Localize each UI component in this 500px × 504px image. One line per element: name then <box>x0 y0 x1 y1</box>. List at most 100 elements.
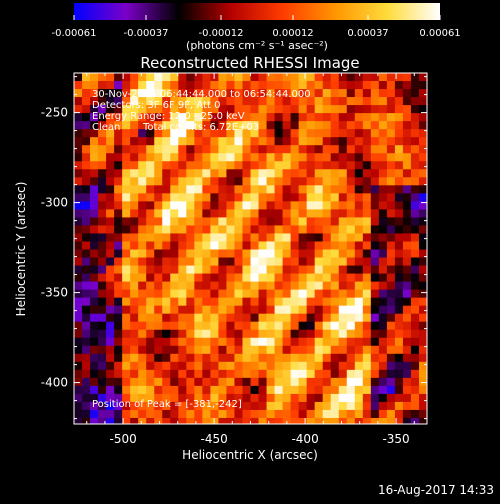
heatmap-cell <box>106 249 115 259</box>
heatmap-cell <box>290 121 300 130</box>
heatmap-cell <box>290 137 300 146</box>
heatmap-cell <box>386 385 396 395</box>
y-axis-label: Heliocentric Y (arcsec) <box>14 182 28 317</box>
heatmap-cell <box>378 249 388 259</box>
heatmap-cell <box>178 417 187 424</box>
x-axis-label: Heliocentric X (arcsec) <box>182 448 318 462</box>
heatmap-cell <box>186 169 195 178</box>
heatmap-cell <box>346 129 356 138</box>
heatmap-cell <box>346 169 356 178</box>
heatmap-cell <box>194 137 203 146</box>
heatmap-cell <box>154 337 163 347</box>
heatmap-cell <box>146 337 155 347</box>
heatmap-cell <box>162 321 171 331</box>
heatmap-cell <box>234 161 244 170</box>
heatmap-cell <box>122 169 131 178</box>
heatmap-cell <box>354 297 364 307</box>
heatmap-cell <box>402 369 412 379</box>
heatmap-cell <box>274 273 284 283</box>
heatmap-cell <box>306 73 316 82</box>
heatmap-cell <box>274 393 284 403</box>
heatmap-cell <box>146 305 155 315</box>
heatmap-cell <box>362 89 372 98</box>
heatmap-cell <box>234 249 244 259</box>
heatmap-cell <box>250 305 260 315</box>
heatmap-cell <box>274 225 284 235</box>
heatmap-cell <box>138 337 147 347</box>
heatmap-cell <box>146 273 155 283</box>
heatmap-cell <box>202 137 211 146</box>
heatmap-cell <box>378 385 388 395</box>
heatmap-cell <box>290 257 300 267</box>
heatmap-cell <box>162 377 171 387</box>
heatmap-cell <box>362 377 372 387</box>
heatmap-cell <box>370 369 380 379</box>
heatmap-cell <box>346 153 356 162</box>
heatmap-cell <box>370 377 380 387</box>
heatmap-cell <box>122 201 131 210</box>
heatmap-cell <box>82 385 91 395</box>
heatmap-cell <box>202 129 211 138</box>
heatmap-cell <box>138 273 147 283</box>
heatmap-cell <box>90 193 99 202</box>
heatmap-cell <box>306 393 316 403</box>
heatmap-cell <box>170 241 179 251</box>
heatmap-cell <box>226 297 236 307</box>
heatmap-cell <box>178 377 187 387</box>
heatmap-cell <box>266 145 276 154</box>
heatmap-cell <box>178 89 187 98</box>
heatmap-cell <box>202 97 211 106</box>
heatmap-cell <box>194 121 203 130</box>
heatmap-cell <box>314 273 324 283</box>
heatmap-cell <box>370 233 380 243</box>
heatmap-cell <box>90 401 99 411</box>
heatmap-cell <box>146 169 155 178</box>
heatmap-cell <box>330 289 340 299</box>
heatmap-cell <box>290 177 300 186</box>
heatmap-cell <box>226 409 236 419</box>
heatmap-cell <box>330 337 340 347</box>
heatmap-cell <box>210 137 220 146</box>
heatmap-cell <box>418 393 427 403</box>
heatmap-cell <box>210 177 220 186</box>
heatmap-cell <box>354 233 364 243</box>
heatmap-cell <box>314 121 324 130</box>
heatmap-cell <box>162 417 171 424</box>
heatmap-cell <box>170 401 179 411</box>
heatmap-cell <box>282 177 292 186</box>
heatmap-cell <box>90 393 99 403</box>
heatmap-cell <box>146 217 155 227</box>
heatmap-cell <box>234 225 244 235</box>
heatmap-cell <box>322 153 332 162</box>
heatmap-cell <box>202 273 211 283</box>
heatmap-cell <box>282 297 292 307</box>
heatmap-cell <box>322 105 332 114</box>
heatmap-cell <box>274 233 284 243</box>
heatmap-cell <box>170 233 179 243</box>
heatmap-cell <box>290 113 300 122</box>
heatmap-cell <box>378 241 388 251</box>
heatmap-cell <box>394 97 404 106</box>
heatmap-cell <box>282 273 292 283</box>
heatmap-cell <box>250 393 260 403</box>
heatmap-cell <box>130 265 139 275</box>
heatmap-cell <box>210 129 220 138</box>
heatmap-cell <box>386 97 396 106</box>
heatmap-cell <box>234 201 244 210</box>
heatmap-cell <box>330 385 340 395</box>
heatmap-cell <box>170 89 179 98</box>
heatmap-cell <box>362 177 372 186</box>
heatmap-cell <box>282 369 292 379</box>
heatmap-cell <box>202 305 211 315</box>
heatmap-cell <box>418 121 427 130</box>
heatmap-cell <box>370 161 380 170</box>
heatmap-cell <box>330 305 340 315</box>
heatmap-cell <box>386 361 396 371</box>
heatmap-cell <box>170 73 179 82</box>
heatmap-cell <box>178 97 187 106</box>
heatmap-cell <box>218 329 228 339</box>
heatmap-cell <box>370 281 380 291</box>
heatmap-cell <box>258 409 268 419</box>
heatmap-cell <box>378 81 388 90</box>
heatmap-cell <box>314 393 324 403</box>
